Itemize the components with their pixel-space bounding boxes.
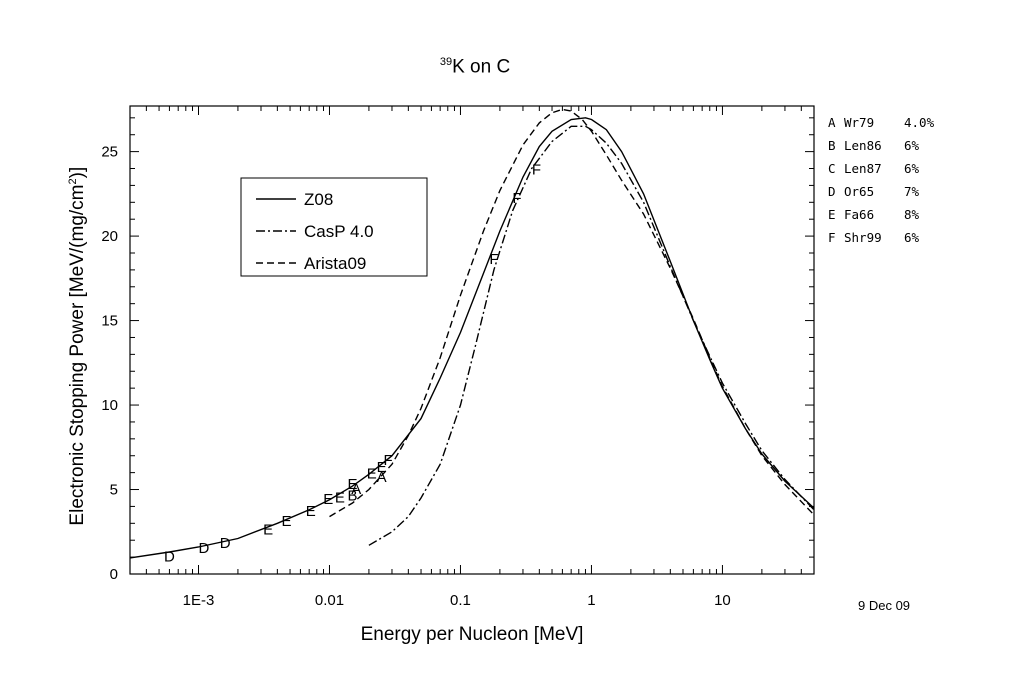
- data-marker: E: [347, 476, 357, 493]
- source-entry: F Shr99 6%: [828, 226, 934, 249]
- data-marker: D: [164, 548, 175, 565]
- data-marker: E: [263, 521, 273, 538]
- x-tick-label: 10: [714, 592, 731, 609]
- x-axis-ticks: 1E-3 0.01 0.1 1 10: [129, 106, 815, 609]
- source-name: Len87: [844, 161, 882, 176]
- chart-title: 39K on C: [360, 56, 590, 78]
- source-name: Wr79: [844, 115, 875, 130]
- series-line-2: [329, 108, 815, 518]
- source-key: F: [828, 230, 836, 245]
- source-uncertainty: 6%: [904, 138, 920, 153]
- source-name: Or65: [844, 184, 875, 199]
- data-marker: D: [198, 540, 209, 557]
- data-marker: E: [306, 503, 316, 520]
- source-entry: B Len86 6%: [828, 134, 934, 157]
- y-tick-label: 0: [110, 566, 118, 583]
- x-tick-label: 1: [587, 592, 595, 609]
- source-uncertainty: 6%: [904, 230, 920, 245]
- source-name: Len86: [844, 138, 882, 153]
- y-tick-label: 15: [101, 313, 118, 330]
- y-axis-label: Electronic Stopping Power [MeV/(mg/cm2)]: [67, 146, 89, 546]
- source-entry: A Wr79 4.0%: [828, 111, 934, 134]
- y-tick-label: 20: [101, 228, 118, 245]
- x-tick-label: 0.01: [315, 592, 344, 609]
- source-name: Shr99: [844, 230, 882, 245]
- curve-layer: [129, 108, 815, 559]
- data-marker: F: [532, 162, 541, 179]
- y-tick-label: 5: [110, 482, 118, 499]
- legend-label: Z08: [304, 190, 333, 209]
- y-axis-label-suffix: )]: [67, 166, 89, 179]
- source-uncertainty: 6%: [904, 161, 920, 176]
- date-stamp: 9 Dec 09: [858, 598, 911, 613]
- source-entry: C Len87 6%: [828, 157, 934, 180]
- data-marker: E: [281, 513, 291, 530]
- source-key: C: [828, 161, 836, 176]
- data-marker: E: [335, 489, 345, 506]
- source-uncertainty: 4.0%: [904, 115, 935, 130]
- data-marker: E: [323, 491, 333, 508]
- data-marker: A: [351, 481, 361, 498]
- data-source-list: A Wr79 4.0% B Len86 6% C Len87 6% D Or65 7% E Fa66 8% F…: [828, 111, 934, 249]
- legend-box: [240, 177, 428, 277]
- data-marker: E: [367, 466, 377, 483]
- title-text: K on C: [452, 56, 511, 78]
- legend-label: CasP 4.0: [304, 222, 374, 241]
- legend-label: Arista09: [304, 254, 366, 273]
- legend: Z08 CasP 4.0 Arista09: [240, 177, 428, 277]
- data-marker: E: [377, 459, 387, 476]
- source-name: Fa66: [844, 207, 875, 222]
- y-tick-label: 25: [101, 144, 118, 161]
- source-key: B: [828, 138, 836, 153]
- data-marker: B: [347, 488, 357, 505]
- source-key: E: [828, 207, 836, 222]
- data-marker: F: [512, 190, 521, 207]
- x-tick-label: 0.1: [450, 592, 471, 609]
- source-key: A: [828, 115, 836, 130]
- series-line-0: [129, 117, 815, 559]
- source-key: D: [828, 184, 836, 199]
- plot-frame: [129, 105, 815, 575]
- data-marker: F: [384, 452, 393, 469]
- x-axis-label: Energy per Nucleon [MeV]: [360, 624, 584, 645]
- x-tick-label: 1E-3: [183, 592, 215, 609]
- data-marker: F: [489, 251, 498, 268]
- source-uncertainty: 7%: [904, 184, 920, 199]
- y-tick-label: 10: [101, 397, 118, 414]
- title-superscript: 39: [439, 56, 453, 68]
- y-axis-label-text: Electronic Stopping Power [MeV/(mg/cm: [67, 184, 89, 526]
- y-axis-ticks: 0 5 10 15 20 25: [101, 117, 814, 583]
- source-entry: E Fa66 8%: [828, 203, 934, 226]
- y-axis-label-superscript: 2: [66, 178, 79, 185]
- data-marker: D: [220, 535, 231, 552]
- source-uncertainty: 8%: [904, 207, 920, 222]
- series-line-1: [368, 125, 815, 546]
- data-marker: A: [377, 469, 387, 486]
- source-entry: D Or65 7%: [828, 180, 934, 203]
